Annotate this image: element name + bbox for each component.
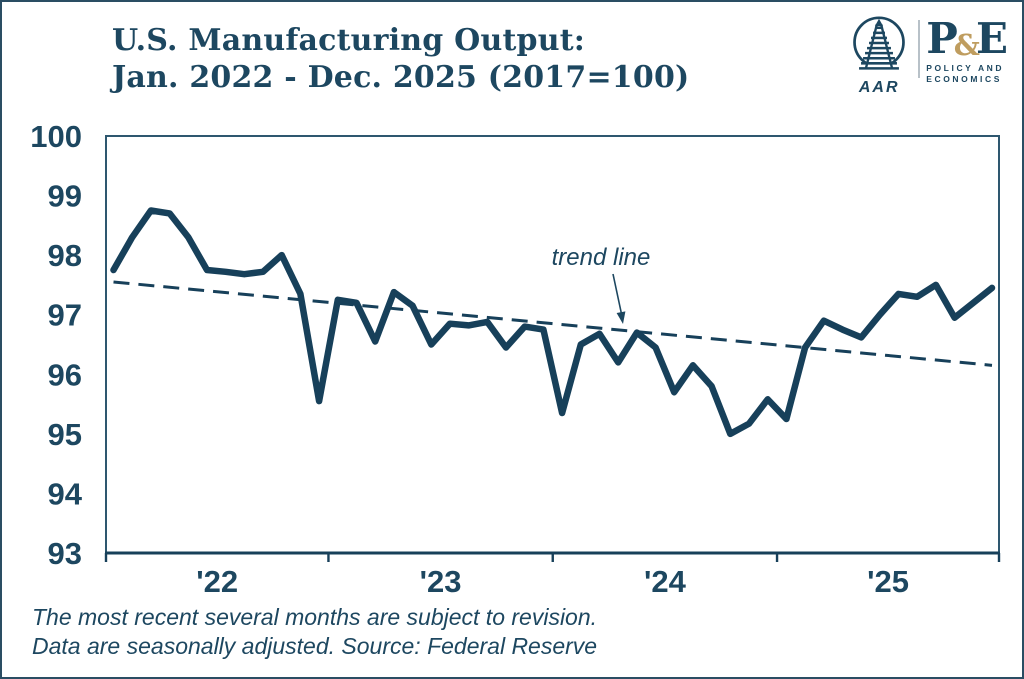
y-axis-label: 96 xyxy=(48,357,82,392)
footnote-line1: The most recent several months are subje… xyxy=(32,604,598,630)
logo-divider xyxy=(918,20,921,78)
plot-frame xyxy=(105,135,1000,554)
x-axis-label: '24 xyxy=(644,564,687,599)
y-axis-label: 98 xyxy=(48,238,82,273)
y-axis-label: 100 xyxy=(30,119,82,154)
annotation-arrowhead-icon xyxy=(616,311,626,324)
footnote-line2: Data are seasonally adjusted. Source: Fe… xyxy=(32,633,598,659)
chart-title-line1: U.S. Manufacturing Output: xyxy=(112,23,586,58)
chart-title: U.S. Manufacturing Output: Jan. 2022 - D… xyxy=(112,22,689,96)
footnote: The most recent several months are subje… xyxy=(32,603,597,661)
aar-logo-block: AAR xyxy=(848,12,910,97)
pe-letter-e: E xyxy=(975,14,1008,63)
y-axis-label: 95 xyxy=(48,417,82,452)
y-axis-label: 93 xyxy=(48,536,82,571)
x-axis-label: '23 xyxy=(420,564,462,599)
aar-railroad-icon xyxy=(852,16,906,76)
pe-logo-block: P & E POLICY AND ECONOMICS xyxy=(926,12,1008,85)
aar-wordmark: AAR xyxy=(858,79,900,96)
pe-ampersand-icon: & xyxy=(953,28,980,62)
pe-letter-p: P xyxy=(926,14,958,63)
aar-pe-logo: AAR P & E POLICY AND ECONOMICS xyxy=(848,12,1008,97)
pe-subtitle-line2: ECONOMICS xyxy=(926,74,1003,84)
pe-wordmark: P & E xyxy=(926,18,1008,60)
x-axis-label: '25 xyxy=(867,564,909,599)
output-line xyxy=(110,207,996,438)
annotation-arrow-icon xyxy=(612,273,623,314)
trend-line xyxy=(113,280,993,367)
pe-subtitle-line1: POLICY AND xyxy=(926,63,1005,73)
y-axis-label: 97 xyxy=(48,298,82,333)
y-axis-label: 99 xyxy=(48,179,82,214)
y-axis-label: 94 xyxy=(48,476,83,511)
x-axis-label: '22 xyxy=(196,564,238,599)
chart-title-line2: Jan. 2022 - Dec. 2025 (2017=100) xyxy=(112,60,690,95)
trend-line-annotation: trend line xyxy=(552,244,651,271)
